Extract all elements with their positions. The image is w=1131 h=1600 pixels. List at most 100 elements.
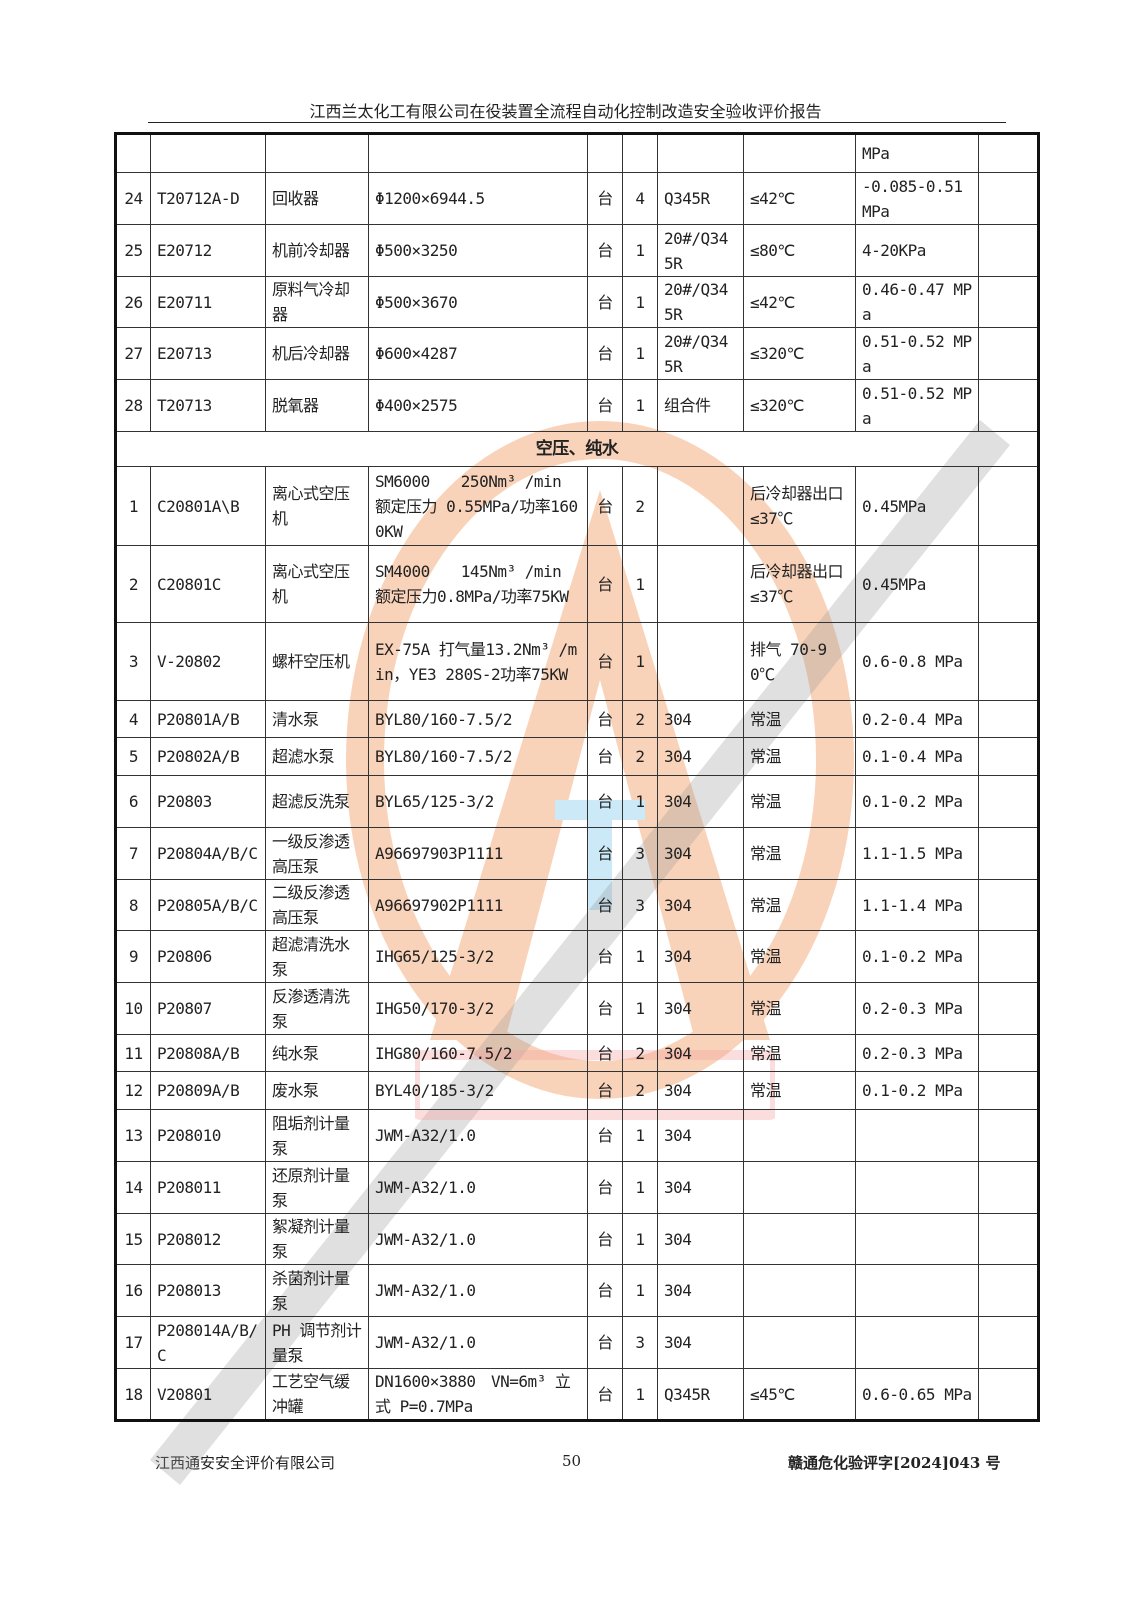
table-cell: 3	[115, 622, 151, 701]
table-cell: 1	[115, 466, 151, 546]
table-cell: 304	[657, 1213, 744, 1265]
table-cell	[978, 1071, 1039, 1110]
table-cell	[743, 1316, 856, 1369]
table-cell: 反渗透清洗泵	[265, 982, 369, 1035]
table-cell: A96697903P1111	[368, 827, 588, 880]
table-cell: 原料气冷却器	[265, 276, 369, 328]
table-row: MPa	[115, 133, 1039, 173]
table-cell	[978, 224, 1039, 277]
table-cell: BYL80/160-7.5/2	[368, 700, 588, 738]
table-cell: 0.46-0.47 MPa	[855, 276, 979, 328]
table-cell: 常温	[743, 1034, 856, 1072]
table-cell: 0.45MPa	[855, 545, 979, 623]
table-cell: 0.1-0.4 MPa	[855, 737, 979, 776]
table-cell: 超滤反洗泵	[265, 775, 369, 828]
table-cell: JWM-A32/1.0	[368, 1109, 588, 1162]
table-cell	[978, 930, 1039, 983]
table-cell: 纯水泵	[265, 1034, 369, 1072]
table-cell: 台	[587, 545, 623, 623]
table-cell: 18	[115, 1368, 151, 1421]
table-row: 7 P20804A/B/C 一级反渗透高压泵 A96697903P1111 台 3 304 常…	[115, 827, 1039, 880]
table-cell: 台	[587, 224, 623, 277]
table-cell: BYL65/125-3/2	[368, 775, 588, 828]
table-cell	[978, 133, 1039, 173]
table-cell: 0.1-0.2 MPa	[855, 775, 979, 828]
table-cell: 0.2-0.3 MPa	[855, 1034, 979, 1072]
table-row: 12 P20809A/B 废水泵 BYL40/185-3/2 台 2 304 常温 0.1-0.…	[115, 1071, 1039, 1110]
table-cell: 3	[622, 879, 658, 931]
table-row: 8 P20805A/B/C 二级反渗透高压泵 A96697902P1111 台 3 304 常…	[115, 879, 1039, 931]
table-cell	[855, 1161, 979, 1214]
table-cell: 常温	[743, 1071, 856, 1110]
table-cell: 4	[622, 172, 658, 225]
table-cell: 台	[587, 1264, 623, 1317]
table-cell: P208011	[150, 1161, 266, 1214]
table-cell: 20#/Q345R	[657, 224, 744, 277]
table-cell	[978, 700, 1039, 738]
table-cell: 台	[587, 1071, 623, 1110]
table-cell: 2	[115, 545, 151, 623]
table-cell: P20807	[150, 982, 266, 1035]
table-cell: BYL80/160-7.5/2	[368, 737, 588, 776]
table-cell: 阻垢剂计量泵	[265, 1109, 369, 1162]
table-cell: 304	[657, 1034, 744, 1072]
table-cell: P208014A/B/C	[150, 1316, 266, 1369]
table-cell: SM6000 250Nm³ /min 额定压力 0.55MPa/功率1600KW	[368, 466, 588, 546]
table-cell: P20803	[150, 775, 266, 828]
table-cell: Φ600×4287	[368, 327, 588, 380]
table-cell	[743, 1264, 856, 1317]
table-cell	[978, 1264, 1039, 1317]
table-row: 1 C20801A\B 离心式空压机 SM6000 250Nm³ /min 额定压力 …	[115, 466, 1039, 546]
table-cell: JWM-A32/1.0	[368, 1161, 588, 1214]
table-cell	[978, 1316, 1039, 1369]
table-cell: T20712A-D	[150, 172, 266, 225]
table-cell: 1	[622, 1368, 658, 1421]
table-cell: 17	[115, 1316, 151, 1369]
equipment-table: MPa 24 T20712A-D 回收器 Φ1200×6944.5 台 4 Q345R ≤42℃…	[114, 132, 1040, 1422]
table-cell: 台	[587, 327, 623, 380]
table-cell: 1	[622, 276, 658, 328]
table-cell: 回收器	[265, 172, 369, 225]
table-cell: 14	[115, 1161, 151, 1214]
table-cell: 304	[657, 737, 744, 776]
table-row: 28 T20713 脱氧器 Φ400×2575 台 1 组合件 ≤320℃ 0.51-0.52 …	[115, 379, 1039, 432]
table-cell: 絮凝剂计量泵	[265, 1213, 369, 1265]
table-cell: Φ1200×6944.5	[368, 172, 588, 225]
table-cell: 二级反渗透高压泵	[265, 879, 369, 931]
table-cell: 6	[115, 775, 151, 828]
table-cell	[743, 1161, 856, 1214]
table-cell: 304	[657, 1071, 744, 1110]
table-cell: P20801A/B	[150, 700, 266, 738]
table-cell	[978, 879, 1039, 931]
table-cell: MPa	[855, 133, 979, 173]
table-cell	[265, 133, 369, 173]
table-cell: 杀菌剂计量泵	[265, 1264, 369, 1317]
table-cell: 台	[587, 982, 623, 1035]
table-cell: DN1600×3880 VN=6m³ 立式 P=0.7MPa	[368, 1368, 588, 1421]
table-cell: 台	[587, 775, 623, 828]
table-cell: 台	[587, 1368, 623, 1421]
table-cell: IHG50/170-3/2	[368, 982, 588, 1035]
table-cell: 1	[622, 1109, 658, 1162]
table-cell: 常温	[743, 737, 856, 776]
table-cell: ≤320℃	[743, 379, 856, 432]
table-cell: 工艺空气缓冲罐	[265, 1368, 369, 1421]
table-cell: 台	[587, 622, 623, 701]
table-cell: 20#/Q345R	[657, 327, 744, 380]
table-cell: 15	[115, 1213, 151, 1265]
table-cell: 1.1-1.5 MPa	[855, 827, 979, 880]
table-cell: 304	[657, 827, 744, 880]
table-row: 18 V20801 工艺空气缓冲罐 DN1600×3880 VN=6m³ 立式 P=0…	[115, 1368, 1039, 1421]
table-cell: 0.1-0.2 MPa	[855, 930, 979, 983]
table-cell	[657, 545, 744, 623]
table-cell: 机后冷却器	[265, 327, 369, 380]
table-cell	[978, 737, 1039, 776]
table-cell: 废水泵	[265, 1071, 369, 1110]
table-cell	[743, 133, 856, 173]
table-cell: 台	[587, 737, 623, 776]
table-cell: 常温	[743, 775, 856, 828]
table-row: 6 P20803 超滤反洗泵 BYL65/125-3/2 台 1 304 常温 0.1-0.2 …	[115, 775, 1039, 828]
table-cell: 后冷却器出口≤37℃	[743, 466, 856, 546]
table-cell: 1	[622, 622, 658, 701]
table-cell: 常温	[743, 930, 856, 983]
